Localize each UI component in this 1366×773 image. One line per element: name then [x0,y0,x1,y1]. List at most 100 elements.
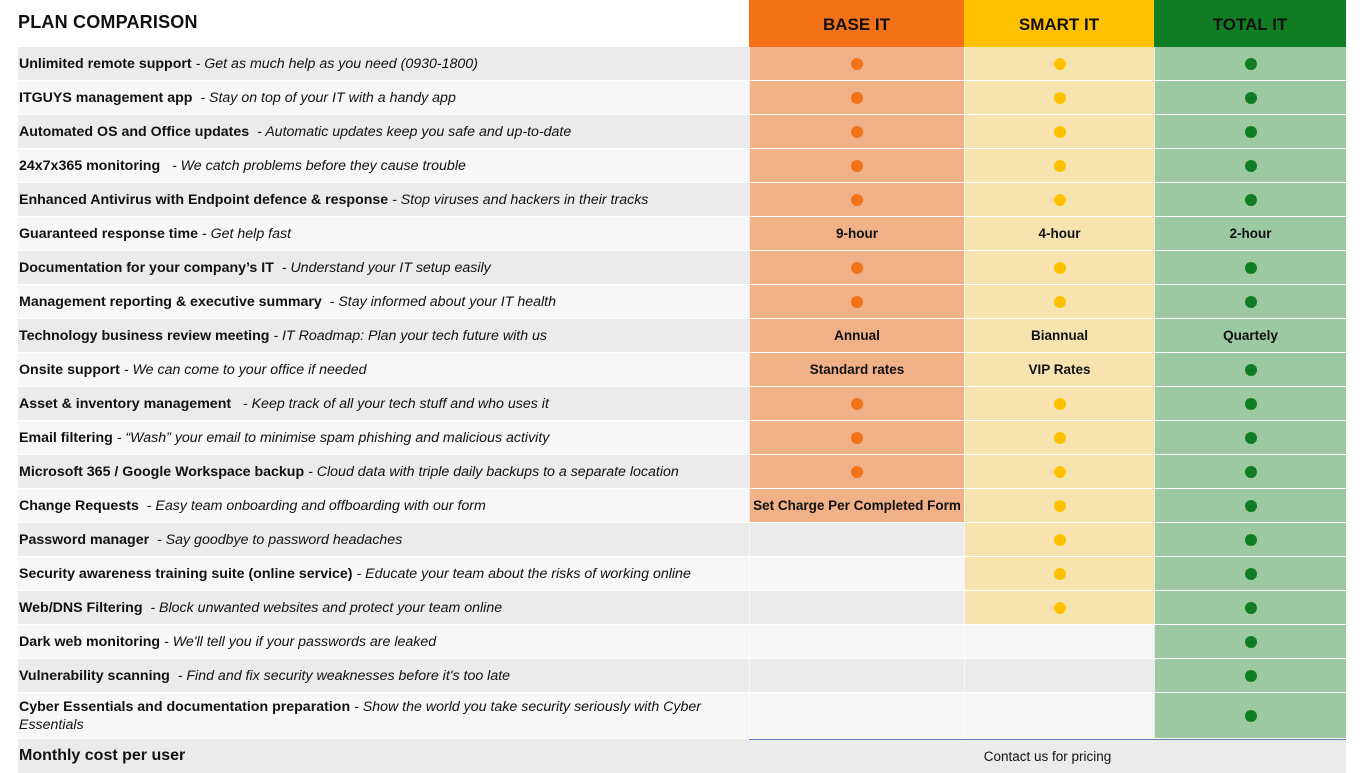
plan-cell-total [1154,523,1346,557]
plan-cell-value: 4-hour [1038,226,1081,241]
feature-text: 24x7x365 monitoring - We catch problems … [19,158,466,174]
plan-cell-total [1154,285,1346,319]
feature-description: - We'll tell you if your passwords are l… [160,633,437,650]
plan-cell-smart [964,149,1154,183]
feature-text: Email filtering - “Wash” your email to m… [19,430,549,446]
feature-description: - Easy team onboarding and offboarding w… [138,497,486,514]
feature-description: - IT Roadmap: Plan your tech future with… [269,327,548,344]
feature-text: Web/DNS Filtering - Block unwanted websi… [19,600,502,616]
plan-cell-total [1154,115,1346,149]
plan-cell-smart [964,455,1154,489]
feature-text: Enhanced Antivirus with Endpoint defence… [19,192,648,208]
included-dot-icon [1244,465,1257,478]
feature-description: - Find and fix security weaknesses befor… [169,667,511,684]
included-dot-icon [1244,499,1257,512]
included-dot-icon [1053,57,1066,70]
monthly-cost-value: Contact us for pricing [749,739,1346,773]
plan-cell-smart [964,115,1154,149]
plan-cell-total [1154,489,1346,523]
feature-description: - We catch problems before they cause tr… [160,157,466,174]
plan-cell-base [749,149,964,183]
feature-name: ITGUYS management app [19,89,193,106]
included-dot-icon [851,431,863,444]
plan-cell-smart [964,251,1154,285]
plan-cell-smart [964,285,1154,319]
plan-cell-total [1154,591,1346,625]
feature-description: - Understand your IT setup easily [273,259,491,276]
plan-cell-total [1154,81,1346,115]
included-dot-icon [1244,295,1257,308]
included-dot-icon [851,91,863,104]
plan-cell-base [749,183,964,217]
included-dot-icon [1244,193,1257,206]
included-dot-icon [851,159,863,172]
included-dot-icon [1053,159,1066,172]
feature-row-label: Cyber Essentials and documentation prepa… [18,693,749,739]
plan-header-base: BASE IT [749,0,964,47]
included-dot-icon [1244,709,1257,722]
feature-name: Automated OS and Office updates [19,123,250,140]
plan-cell-base [749,285,964,319]
feature-text: Documentation for your company’s IT - Un… [19,260,491,276]
plan-cell-value: Standard rates [809,362,905,377]
included-dot-icon [1053,91,1066,104]
included-dot-icon [851,397,863,410]
plan-cell-base [749,455,964,489]
plan-cell-smart [964,387,1154,421]
plan-cell-total: 2-hour [1154,217,1346,251]
included-dot-icon [1244,431,1257,444]
feature-row-label: Automated OS and Office updates - Automa… [18,115,749,149]
page-title: PLAN COMPARISON [18,0,749,47]
plan-cell-base: 9-hour [749,217,964,251]
feature-name: Cyber Essentials and documentation prepa… [19,698,351,715]
included-dot-icon [1053,397,1066,410]
plan-cell-base: Annual [749,319,964,353]
plan-cell-smart [964,81,1154,115]
feature-row-label: Email filtering - “Wash” your email to m… [18,421,749,455]
included-dot-icon [1244,261,1257,274]
feature-description: - Block unwanted websites and protect yo… [142,599,503,616]
feature-description: - Cloud data with triple daily backups t… [304,463,679,480]
feature-name: Email filtering [19,429,113,446]
feature-row-label: Web/DNS Filtering - Block unwanted websi… [18,591,749,625]
plan-cell-smart [964,47,1154,81]
feature-row-label: Password manager - Say goodbye to passwo… [18,523,749,557]
feature-text: Onsite support - We can come to your off… [19,362,366,378]
feature-text: Guaranteed response time - Get help fast [19,226,291,242]
plan-cell-base: Standard rates [749,353,964,387]
included-dot-icon [851,193,863,206]
included-dot-icon [1244,57,1257,70]
feature-description: - Say goodbye to password headaches [149,531,403,548]
feature-description: - Automatic updates keep you safe and up… [249,123,572,140]
feature-description: - We can come to your office if needed [119,361,367,378]
feature-row-label: Documentation for your company’s IT - Un… [18,251,749,285]
feature-text: Cyber Essentials and documentation prepa… [19,698,749,734]
plan-cell-base-empty [749,693,964,739]
feature-text: Asset & inventory management - Keep trac… [19,396,549,412]
plan-cell-smart: Biannual [964,319,1154,353]
feature-text: Dark web monitoring - We'll tell you if … [19,634,436,650]
feature-row-label: Security awareness training suite (onlin… [18,557,749,591]
included-dot-icon [1244,533,1257,546]
included-dot-icon [851,57,863,70]
feature-description: - Educate your team about the risks of w… [352,565,691,582]
plan-cell-value: 2-hour [1229,226,1272,241]
feature-row-label: Asset & inventory management - Keep trac… [18,387,749,421]
included-dot-icon [1053,125,1066,138]
feature-text: Automated OS and Office updates - Automa… [19,124,571,140]
feature-row-label: Unlimited remote support - Get as much h… [18,47,749,81]
plan-cell-base-empty [749,625,964,659]
included-dot-icon [1053,499,1066,512]
monthly-cost-label: Monthly cost per user [18,739,749,773]
plan-cell-total: Quartely [1154,319,1346,353]
feature-name: Management reporting & executive summary [19,293,322,310]
plan-cell-value: Set Charge Per Completed Form [753,498,961,513]
feature-name: Onsite support [19,361,120,378]
plan-cell-smart [964,421,1154,455]
plan-cell-base [749,421,964,455]
included-dot-icon [1244,669,1257,682]
included-dot-icon [1244,567,1257,580]
plan-cell-smart-empty [964,693,1154,739]
feature-name: Documentation for your company’s IT [19,259,274,276]
feature-text: Microsoft 365 / Google Workspace backup … [19,464,679,480]
